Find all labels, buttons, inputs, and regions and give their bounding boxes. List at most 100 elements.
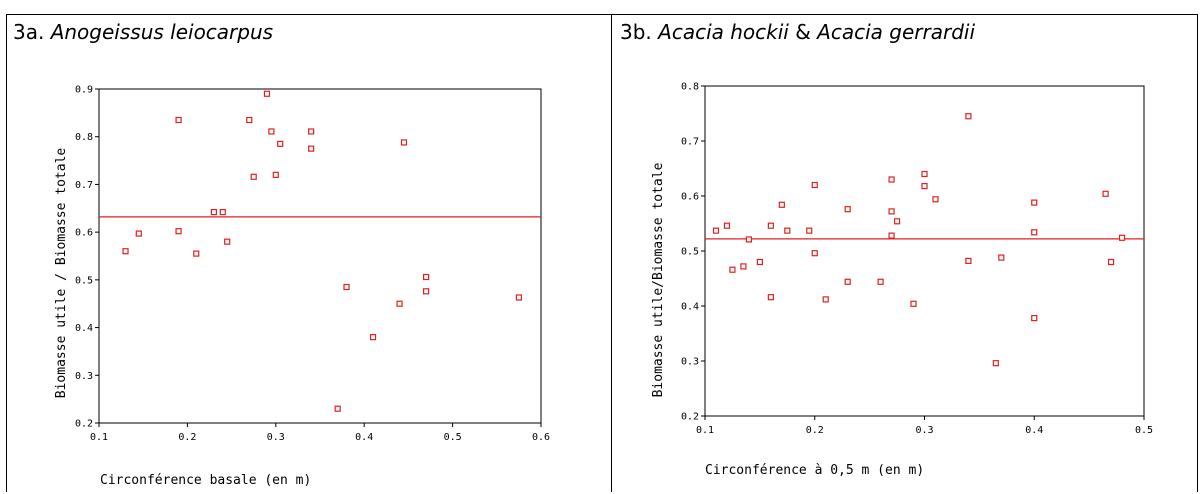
panel-b-data-point <box>888 176 895 183</box>
panel-b-data-point <box>893 218 901 225</box>
figure-frame <box>6 14 1198 492</box>
panel-a-data-point <box>268 128 275 135</box>
panel-a-data-point <box>246 116 253 124</box>
panel-b-title-species2: Acacia gerrardii <box>817 20 976 44</box>
panel-b-data-point <box>1102 190 1109 197</box>
panel-b-data-point <box>965 257 972 264</box>
panel-a-data-point <box>308 145 315 152</box>
panel-a-data-point <box>250 173 257 180</box>
panel-a-x-tick-label: 0.3 <box>267 432 285 443</box>
panel-b-y-tick-label: 0.3 <box>681 357 699 368</box>
panel-b-data-point <box>806 227 813 234</box>
panel-b-x-axis-label: Circonférence à 0,5 m (en m) <box>705 463 924 478</box>
panel-b-data-point <box>729 266 736 273</box>
panel-a-x-tick-label: 0.6 <box>532 432 550 443</box>
panel-b-data-point <box>740 263 747 270</box>
panel-b-y-tick-label: 0.7 <box>681 137 699 148</box>
panel-b-x-tick-label: 0.1 <box>696 425 714 436</box>
panel-a-data-point <box>334 405 341 412</box>
panel-a-y-tick-label: 0.5 <box>75 275 93 286</box>
panel-b-y-axis-label: Biomasse utile/Biomasse totale <box>651 162 666 397</box>
panel-a-data-point <box>175 116 182 124</box>
panel-b-data-point <box>745 236 753 243</box>
panel-b-data-point <box>1031 229 1038 236</box>
panel-a-data-point <box>224 238 231 245</box>
panel-a-data-point <box>272 171 279 178</box>
panel-a-data-point <box>396 300 403 307</box>
panel-b-title: 3b. Acacia hockii & Acacia gerrardii <box>620 20 975 44</box>
panel-a-x-axis-label: Circonférence basale (en m) <box>100 473 311 488</box>
panel-b-data-point <box>778 201 785 208</box>
panel-a-y-tick-label: 0.7 <box>75 180 93 191</box>
panel-a-data-point <box>210 209 218 216</box>
panel-a-y-tick-label: 0.3 <box>75 371 93 382</box>
panel-b-data-point <box>888 208 895 215</box>
panel-a-x-tick-label: 0.2 <box>178 432 196 443</box>
panel-b-y-tick-label: 0.5 <box>681 247 699 258</box>
panel-b-data-point <box>888 232 895 239</box>
panel-a-y-axis-label: Biomasse utile / Biomasse totale <box>54 148 69 399</box>
panel-b-title-species: Acacia hockii <box>658 20 789 44</box>
panel-a-title-prefix: 3a. <box>13 20 45 44</box>
panel-a-data-point <box>369 334 377 341</box>
panel-b-data-point <box>932 196 939 203</box>
panel-b-data-point <box>877 278 884 285</box>
panel-a-plot-area <box>98 88 542 424</box>
panel-b-y-tick-label: 0.2 <box>681 412 699 423</box>
panel-b-y-tick-label: 0.4 <box>681 302 699 313</box>
panel-a-y-tick-label: 0.9 <box>75 85 93 96</box>
panel-b-x-tick-label: 0.5 <box>1135 425 1153 436</box>
panel-a-data-point <box>277 140 284 147</box>
panel-a-data-point <box>515 294 523 301</box>
panel-b-title-joiner: & <box>795 20 811 44</box>
panel-a-y-tick-label: 0.4 <box>75 323 93 334</box>
panel-a-y-tick-label: 0.6 <box>75 228 93 239</box>
panel-b-data-point <box>992 360 999 367</box>
panel-b-x-tick-label: 0.2 <box>806 425 824 436</box>
panel-a-data-point <box>308 128 315 135</box>
panel-a-data-point <box>193 250 200 257</box>
panel-b-y-tick-label: 0.8 <box>681 82 699 93</box>
panel-b-data-point <box>1031 315 1038 322</box>
panel-a-y-tick-label: 0.2 <box>75 419 93 430</box>
panel-a-data-point <box>343 283 350 291</box>
panel-b-data-point <box>1107 258 1115 266</box>
panel-b-plot-area <box>704 85 1145 417</box>
panel-a-data-point <box>400 139 408 146</box>
panel-b-data-point <box>811 250 818 257</box>
panel-b-data-point <box>1118 234 1126 241</box>
panel-b-data-point <box>921 170 928 178</box>
panel-b-data-point <box>712 227 720 234</box>
panel-b-data-point <box>921 183 928 190</box>
panel-a-data-point <box>175 228 182 235</box>
panel-b-data-point <box>767 222 774 229</box>
panel-b-data-point <box>844 206 851 213</box>
panel-a-x-tick-label: 0.5 <box>444 432 462 443</box>
panel-a-title-species: Anogeissus leiocarpus <box>50 20 274 44</box>
panel-a-title: 3a. Anogeissus leiocarpus <box>13 20 273 44</box>
panel-a-data-point <box>263 90 271 97</box>
panel-b-data-point <box>998 254 1005 261</box>
panel-b-data-point <box>844 278 851 285</box>
panel-a-data-point <box>135 230 142 237</box>
panel-b-x-tick-label: 0.4 <box>1025 425 1043 436</box>
panel-a-x-tick-label: 0.4 <box>355 432 373 443</box>
panel-b-data-point <box>767 294 774 301</box>
panel-a-y-tick-label: 0.8 <box>75 132 93 143</box>
panel-b-y-tick-label: 0.6 <box>681 192 699 203</box>
panel-b-data-point <box>756 258 763 266</box>
panel-b-title-prefix: 3b. <box>620 20 652 44</box>
panel-b-data-point <box>723 222 731 229</box>
panel-b-data-point <box>784 227 791 234</box>
panel-divider <box>611 15 612 492</box>
panel-a-data-point <box>422 273 430 281</box>
panel-b-data-point <box>811 181 818 189</box>
panel-a-data-point <box>422 288 430 295</box>
panel-b-data-point <box>822 296 829 303</box>
panel-a-data-point <box>122 248 129 255</box>
panel-b-data-point <box>1031 199 1038 206</box>
panel-b-data-point <box>910 300 917 307</box>
panel-b-x-tick-label: 0.3 <box>915 425 933 436</box>
panel-a-data-point <box>219 209 226 216</box>
panel-b-data-point <box>965 113 972 120</box>
